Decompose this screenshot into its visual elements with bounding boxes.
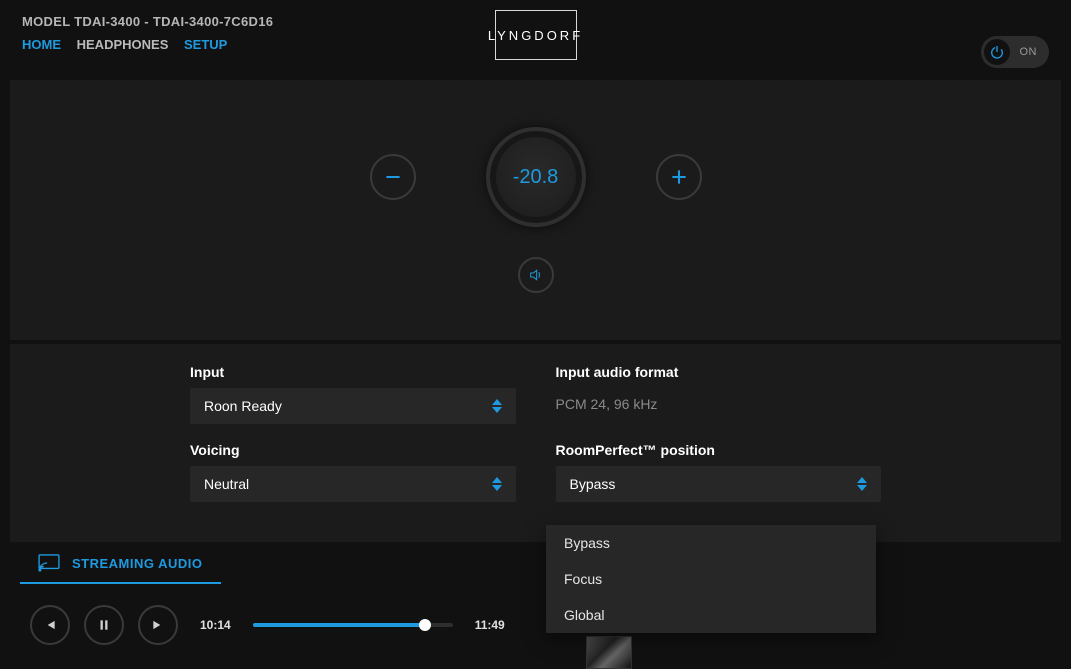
progress-fill <box>253 623 425 627</box>
header: MODEL TDAI-3400 - TDAI-3400-7C6D16 HOME … <box>0 0 1071 70</box>
voicing-value: Neutral <box>204 476 249 492</box>
power-label: ON <box>1020 46 1038 58</box>
input-value: Roon Ready <box>204 398 282 414</box>
roomperfect-option[interactable]: Focus <box>546 561 876 597</box>
streaming-audio-label: STREAMING AUDIO <box>72 556 203 571</box>
progress-thumb[interactable] <box>419 619 431 631</box>
select-arrows-icon <box>492 399 502 413</box>
album-cover[interactable] <box>586 636 632 669</box>
roomperfect-option[interactable]: Global <box>546 597 876 633</box>
power-toggle[interactable]: ON <box>981 36 1050 68</box>
next-icon <box>151 618 165 632</box>
streaming-audio-tab[interactable]: STREAMING AUDIO <box>20 544 221 584</box>
volume-knob[interactable]: -20.8 <box>486 127 586 227</box>
roomperfect-select[interactable]: Bypass <box>556 466 882 502</box>
volume-down-button[interactable] <box>370 154 416 200</box>
header-left: MODEL TDAI-3400 - TDAI-3400-7C6D16 HOME … <box>22 14 273 52</box>
tab-home[interactable]: HOME <box>22 37 61 52</box>
model-line: MODEL TDAI-3400 - TDAI-3400-7C6D16 <box>22 14 273 29</box>
volume-value: -20.8 <box>513 166 559 189</box>
nav-tabs: HOME HEADPHONES SETUP <box>22 37 273 52</box>
next-track-button[interactable] <box>138 605 178 645</box>
roomperfect-dropdown: Bypass Focus Global <box>546 525 876 633</box>
pause-icon <box>97 618 111 632</box>
input-field: Input Roon Ready <box>190 364 516 424</box>
volume-row: -20.8 <box>370 127 702 227</box>
roomperfect-field: RoomPerfect™ position Bypass <box>556 442 882 502</box>
minus-icon <box>383 167 403 187</box>
audio-format-label: Input audio format <box>556 364 882 380</box>
roomperfect-option[interactable]: Bypass <box>546 525 876 561</box>
audio-format-value: PCM 24, 96 kHz <box>556 388 882 412</box>
mute-button[interactable] <box>518 257 554 293</box>
roomperfect-label: RoomPerfect™ position <box>556 442 882 458</box>
plus-icon <box>669 167 689 187</box>
voicing-select[interactable]: Neutral <box>190 466 516 502</box>
tab-headphones[interactable]: HEADPHONES <box>77 37 169 52</box>
voicing-label: Voicing <box>190 442 516 458</box>
player-bar: 10:14 11:49 <box>0 580 1071 669</box>
prev-track-button[interactable] <box>30 605 70 645</box>
duration-time: 11:49 <box>475 618 505 632</box>
volume-panel: -20.8 <box>10 80 1061 340</box>
cast-icon <box>38 554 60 572</box>
progress-bar[interactable] <box>253 623 453 627</box>
input-select[interactable]: Roon Ready <box>190 388 516 424</box>
brand-logo: LYNGDORF <box>495 10 577 60</box>
elapsed-time: 10:14 <box>200 618 231 632</box>
select-arrows-icon <box>492 477 502 491</box>
prev-icon <box>43 618 57 632</box>
input-label: Input <box>190 364 516 380</box>
speaker-icon <box>528 267 544 283</box>
brand-logo-text: LYNGDORF <box>488 28 583 43</box>
select-arrows-icon <box>857 477 867 491</box>
tab-setup[interactable]: SETUP <box>184 37 227 52</box>
volume-up-button[interactable] <box>656 154 702 200</box>
play-pause-button[interactable] <box>84 605 124 645</box>
voicing-field: Voicing Neutral <box>190 442 516 502</box>
controls-panel: Input Roon Ready Input audio format PCM … <box>10 344 1061 542</box>
audio-format-field: Input audio format PCM 24, 96 kHz <box>556 364 882 424</box>
power-icon <box>984 39 1010 65</box>
roomperfect-value: Bypass <box>570 476 616 492</box>
